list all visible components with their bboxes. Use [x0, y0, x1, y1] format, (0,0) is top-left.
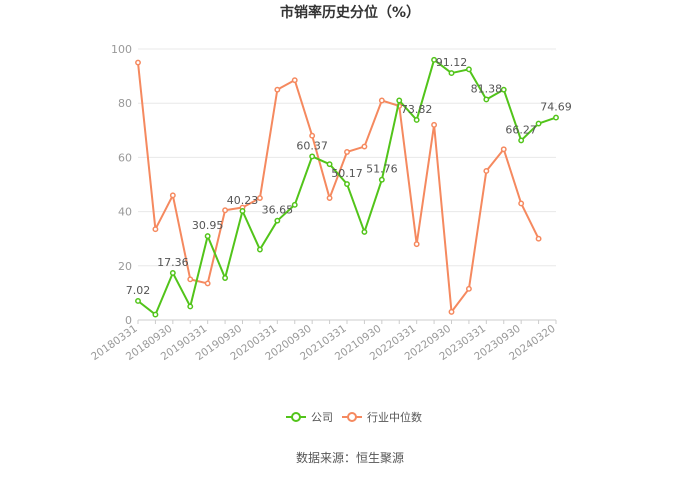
- data-point: [169, 270, 176, 276]
- y-tick-label: 60: [118, 151, 132, 164]
- data-point: [378, 97, 385, 104]
- data-point: [152, 226, 159, 233]
- data-point: [222, 275, 229, 281]
- source-note: 数据来源：恒生聚源: [296, 450, 404, 465]
- data-point: [448, 70, 455, 77]
- series-line: [137, 58, 557, 316]
- data-point: [361, 228, 368, 235]
- data-label: 36.65: [262, 204, 294, 217]
- data-point: [274, 217, 281, 224]
- data-label: 7.02: [126, 284, 151, 297]
- data-label: 73.82: [401, 103, 433, 116]
- data-point: [518, 137, 525, 144]
- data-point: [326, 195, 333, 202]
- data-label: 30.95: [192, 219, 224, 232]
- legend-marker-icon: [347, 412, 357, 422]
- data-point: [169, 192, 176, 199]
- data-point: [448, 308, 455, 315]
- data-point: [309, 132, 316, 139]
- data-point: [553, 114, 559, 121]
- data-point: [500, 146, 507, 153]
- data-point: [431, 56, 438, 63]
- legend: 公司 行业中位数: [286, 410, 422, 424]
- data-label: 60.37: [296, 139, 328, 152]
- data-point: [204, 280, 211, 287]
- data-point: [361, 143, 368, 150]
- y-tick-label: 40: [118, 206, 132, 219]
- data-label: 40.23: [227, 194, 259, 207]
- y-tick-label: 20: [118, 260, 132, 273]
- series-layer: [135, 56, 559, 318]
- data-point: [378, 176, 385, 183]
- data-point: [344, 181, 350, 187]
- data-label: 66.27: [505, 123, 537, 136]
- data-point: [309, 153, 316, 160]
- data-point: [152, 311, 159, 318]
- data-point: [535, 235, 542, 242]
- legend-item-company[interactable]: 公司: [286, 411, 333, 424]
- series-company: [135, 56, 559, 318]
- data-label: 74.69: [540, 101, 572, 114]
- legend-label: 公司: [311, 411, 333, 424]
- data-point: [256, 246, 263, 253]
- chart-title: 市销率历史分位（%）: [280, 4, 420, 21]
- data-point: [535, 120, 542, 127]
- data-point: [465, 285, 472, 292]
- data-point: [274, 86, 281, 93]
- data-point: [500, 86, 507, 93]
- data-point: [326, 161, 333, 168]
- data-label: 91.12: [436, 56, 468, 69]
- legend-label: 行业中位数: [367, 410, 422, 424]
- data-point: [135, 59, 141, 66]
- data-point: [187, 303, 194, 310]
- data-point: [431, 121, 438, 128]
- data-label: 17.36: [157, 256, 189, 269]
- y-tick-label: 80: [118, 97, 132, 110]
- x-axis: 2018033120180930201903312019093020200331…: [89, 320, 558, 363]
- data-point: [465, 66, 472, 73]
- data-point: [256, 195, 263, 202]
- data-point: [239, 208, 246, 214]
- data-point: [483, 168, 490, 174]
- data-point: [204, 233, 211, 240]
- data-point: [344, 149, 350, 155]
- data-label: 81.38: [471, 82, 503, 95]
- y-tick-label: 100: [111, 43, 132, 56]
- legend-item-industry-median[interactable]: 行业中位数: [342, 410, 422, 424]
- data-point: [396, 97, 403, 104]
- data-point: [187, 276, 194, 283]
- series-industry-median: [135, 59, 542, 315]
- data-point: [291, 201, 298, 208]
- y-tick-label: 0: [125, 314, 132, 327]
- data-point: [135, 298, 141, 304]
- data-point: [291, 77, 298, 84]
- data-point: [413, 241, 420, 248]
- data-label: 51.76: [366, 163, 398, 176]
- y-axis-ticks: 0 20 40 60 80 100: [111, 43, 132, 327]
- legend-marker-icon: [291, 412, 301, 422]
- data-point: [483, 96, 490, 103]
- data-point: [413, 116, 420, 123]
- data-point: [518, 200, 525, 207]
- data-point: [222, 207, 229, 214]
- data-label: 50.17: [331, 167, 363, 180]
